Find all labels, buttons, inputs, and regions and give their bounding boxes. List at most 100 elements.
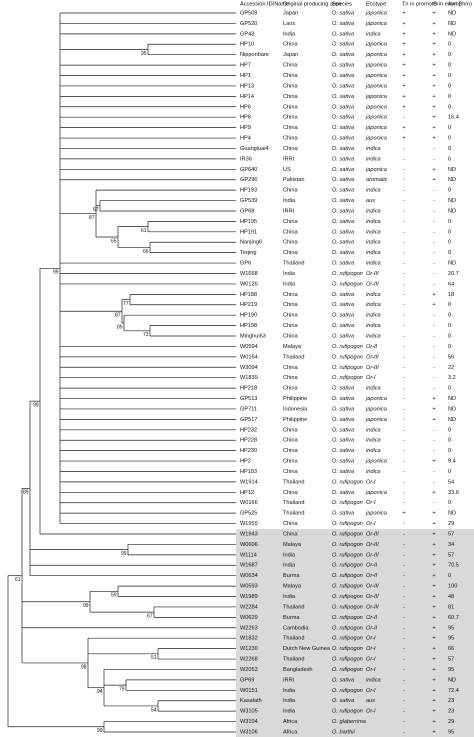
cell-species: O. sativa [332,63,354,69]
cell-awn: 95 [448,636,454,642]
cell-awn: ND [448,177,456,183]
cell-id: W0594 [240,344,258,350]
cell-ecotype: japonica [365,125,387,131]
cell-awn: 0 [448,323,451,329]
cell-g: - [433,469,435,475]
column-header: Ecotype [366,1,386,7]
cell-area: Malaya [283,344,302,350]
cell-g: + [432,292,435,298]
cell-area: India [283,594,296,600]
cell-ecotype: Or-II [366,625,378,631]
cell-awn: 0 [448,63,451,69]
cell-area: China [283,438,299,444]
cell-ecotype: japonica [365,490,387,496]
cell-tn: - [403,229,405,235]
cell-id: HP218 [240,386,257,392]
cell-species: O. rufipogon [332,375,363,381]
cell-g: + [432,625,435,631]
cell-area: India [283,281,296,287]
cell-area: China [283,250,299,256]
cell-species: O. rufipogon [332,615,363,621]
cell-area: Philippine [283,396,307,402]
cell-g: - [433,281,435,287]
cell-ecotype: japonica [365,167,387,173]
cell-g: + [432,94,435,100]
cell-species: O. rufipogon [332,271,363,277]
cell-tn: - [403,604,405,610]
cell-tn: - [403,406,405,412]
cell-g: + [432,490,435,496]
cell-species: O. sativa [332,73,354,79]
cell-species: O. sativa [332,490,354,496]
cell-id: W1959 [240,521,258,527]
cell-id: W1832 [240,636,258,642]
cell-awn: 23 [448,698,454,704]
cell-id: HP9 [240,125,251,131]
bootstrap-value: 77 [123,301,129,307]
cell-g: - [433,334,435,340]
cell-id: HP188 [240,292,257,298]
cell-species: O. rufipogon [332,636,363,642]
cell-area: Thailand [283,636,304,642]
bootstrap-value: 99 [33,402,39,408]
cell-tn: - [403,479,405,485]
cell-species: O. rufipogon [332,354,363,360]
cell-species: O. sativa [332,115,354,121]
cell-tn: - [403,219,405,225]
cell-ecotype: Or-III [366,281,379,287]
cell-id: W3106 [240,729,258,735]
cell-g: - [433,146,435,152]
cell-area: Philippine [283,417,307,423]
cell-species: O. rufipogon [332,625,363,631]
cell-awn: ND [448,396,456,402]
cell-ecotype: indica [366,156,381,162]
cell-area: China [283,386,299,392]
cell-tn: + [402,83,405,89]
cell-species: O. rufipogon [332,594,363,600]
cell-g: - [433,313,435,319]
cell-g: - [433,240,435,246]
cell-area: Malaya [283,542,302,548]
cell-g: + [432,698,435,704]
cell-g: - [433,208,435,214]
cell-tn: - [403,281,405,287]
cell-tn: - [403,188,405,194]
cell-area: China [283,42,299,48]
cell-tn: - [403,531,405,537]
cell-id: W1943 [240,531,258,537]
cell-g: + [432,677,435,683]
cell-awn: 0 [448,344,451,350]
cell-area: IRRI [283,208,295,214]
cell-area: India [283,698,296,704]
cell-g: + [432,177,435,183]
cell-species: O. sativa [332,146,354,152]
cell-area: China [283,83,299,89]
cell-id: Nanjing6 [240,240,262,246]
cell-tn: - [403,344,405,350]
cell-awn: 0 [448,42,451,48]
cell-awn: 60.7 [448,615,459,621]
cell-id: W0164 [240,354,258,360]
bootstrap-value: 61 [15,577,21,583]
cell-g: - [433,365,435,371]
cell-tn: - [403,198,405,204]
cell-id: W0629 [240,615,258,621]
cell-awn: 0 [448,73,451,79]
cell-tn: - [403,625,405,631]
cell-ecotype: Or-I [366,375,376,381]
cell-id: W3094 [240,365,258,371]
cell-ecotype: Or-III [366,354,379,360]
cell-tn: - [403,636,405,642]
cell-tn: - [403,156,405,162]
cell-tn: - [403,729,405,735]
cell-species: O. sativa [332,31,354,37]
cell-awn: 0 [448,240,451,246]
cell-tn: - [403,719,405,725]
cell-id: HP190 [240,313,257,319]
cell-ecotype: japonica [365,83,387,89]
column-header: Tn in promoter [402,1,439,7]
cell-awn: 0 [448,146,451,152]
cell-g: + [432,302,435,308]
column-header: G in exon 2 [433,1,462,7]
